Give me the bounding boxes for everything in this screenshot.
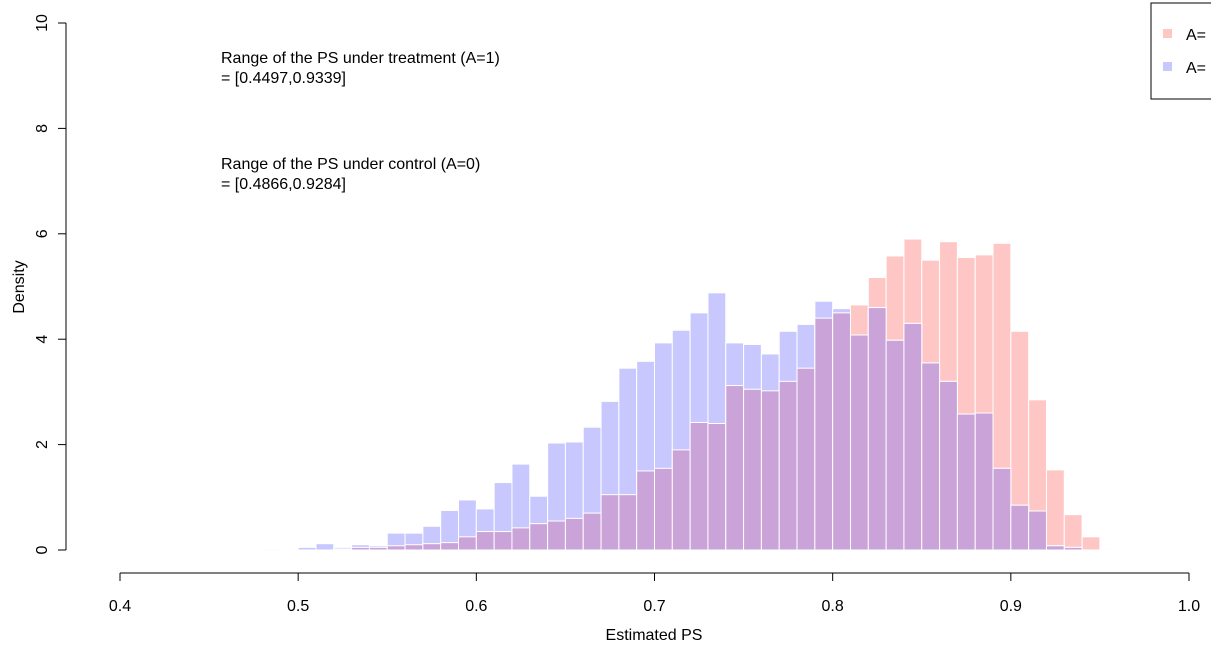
bar-overlap bbox=[475, 531, 495, 551]
bar-overlap bbox=[903, 322, 923, 551]
legend-swatch-a0 bbox=[1163, 62, 1172, 71]
bar-a1 bbox=[1099, 548, 1119, 551]
bar-overlap bbox=[689, 421, 709, 551]
y-axis: 0 2 4 6 8 10 Density bbox=[11, 14, 67, 554]
bar-a0 bbox=[315, 543, 335, 551]
x-tick-label: 0.5 bbox=[287, 598, 309, 615]
bar-overlap bbox=[849, 334, 869, 551]
bar-overlap bbox=[707, 423, 727, 551]
bar-overlap bbox=[458, 536, 477, 551]
bar-overlap bbox=[885, 339, 905, 551]
treatment-range-label: Range of the PS under treatment (A=1) bbox=[221, 50, 500, 67]
legend: A= A= bbox=[1150, 2, 1211, 100]
legend-box bbox=[1150, 2, 1211, 100]
overlap-bars bbox=[333, 307, 1083, 551]
bar-overlap bbox=[1063, 546, 1083, 551]
treatment-range-value: = [0.4497,0.9339] bbox=[221, 70, 346, 87]
bar-overlap bbox=[351, 546, 370, 551]
bar-overlap bbox=[529, 523, 549, 551]
bar-a0 bbox=[262, 548, 281, 551]
x-tick-label: 0.8 bbox=[822, 598, 844, 615]
bar-overlap bbox=[725, 385, 745, 551]
legend-swatch-a1 bbox=[1163, 29, 1172, 38]
bar-overlap bbox=[493, 531, 513, 551]
control-range-value: = [0.4866,0.9284] bbox=[221, 176, 346, 193]
x-tick-label: 0.6 bbox=[465, 598, 487, 615]
bar-overlap bbox=[974, 412, 994, 551]
bar-overlap bbox=[778, 380, 798, 551]
bar-overlap bbox=[939, 380, 958, 551]
bar-a1 bbox=[1081, 536, 1101, 551]
bar-overlap bbox=[1028, 510, 1047, 551]
legend-label-a0: A= bbox=[1186, 60, 1206, 77]
bar-overlap bbox=[956, 413, 976, 551]
bar-overlap bbox=[867, 307, 887, 551]
bar-overlap bbox=[582, 512, 602, 551]
bar-overlap bbox=[618, 494, 638, 551]
bar-overlap bbox=[386, 545, 406, 551]
bar-overlap bbox=[564, 517, 584, 551]
bar-overlap bbox=[796, 367, 816, 551]
bar-a1 bbox=[1045, 469, 1065, 551]
y-tick-label: 2 bbox=[34, 440, 51, 449]
x-tick-label: 0.7 bbox=[643, 598, 665, 615]
y-axis-label: Density bbox=[11, 260, 28, 313]
y-tick-label: 4 bbox=[34, 335, 51, 344]
bar-overlap bbox=[992, 467, 1012, 551]
bar-overlap bbox=[921, 362, 941, 551]
bar-overlap bbox=[760, 390, 780, 551]
x-axis: 0.4 0.5 0.6 0.7 0.8 0.9 1.0 Estimated PS bbox=[109, 572, 1200, 644]
y-tick-label: 6 bbox=[34, 229, 51, 238]
bar-overlap bbox=[654, 467, 673, 551]
bar-overlap bbox=[368, 546, 388, 551]
bar-overlap bbox=[511, 527, 531, 551]
y-tick-label: 10 bbox=[34, 14, 51, 32]
bar-overlap bbox=[814, 317, 834, 551]
bar-overlap bbox=[547, 520, 566, 551]
y-tick-label: 0 bbox=[34, 545, 51, 554]
bar-a1 bbox=[1063, 514, 1083, 551]
bar-overlap bbox=[832, 312, 851, 551]
x-tick-label: 0.4 bbox=[109, 598, 131, 615]
bar-overlap bbox=[1045, 545, 1065, 551]
bar-overlap bbox=[1010, 504, 1030, 551]
bar-overlap bbox=[404, 544, 424, 551]
bar-overlap bbox=[333, 548, 353, 551]
bar-overlap bbox=[743, 388, 762, 551]
x-tick-label: 1.0 bbox=[1178, 598, 1200, 615]
bar-overlap bbox=[600, 494, 620, 551]
control-range-label: Range of the PS under control (A=0) bbox=[221, 156, 480, 173]
bar-overlap bbox=[636, 470, 656, 551]
legend-label-a1: A= bbox=[1186, 27, 1206, 44]
bar-overlap bbox=[671, 449, 691, 551]
bar-a0 bbox=[297, 546, 317, 551]
annotations: Range of the PS under treatment (A=1) = … bbox=[221, 50, 500, 193]
bar-overlap bbox=[440, 542, 460, 551]
y-tick-label: 8 bbox=[34, 124, 51, 133]
x-axis-label: Estimated PS bbox=[606, 627, 703, 644]
x-tick-label: 0.9 bbox=[1000, 598, 1022, 615]
bar-overlap bbox=[422, 543, 442, 551]
